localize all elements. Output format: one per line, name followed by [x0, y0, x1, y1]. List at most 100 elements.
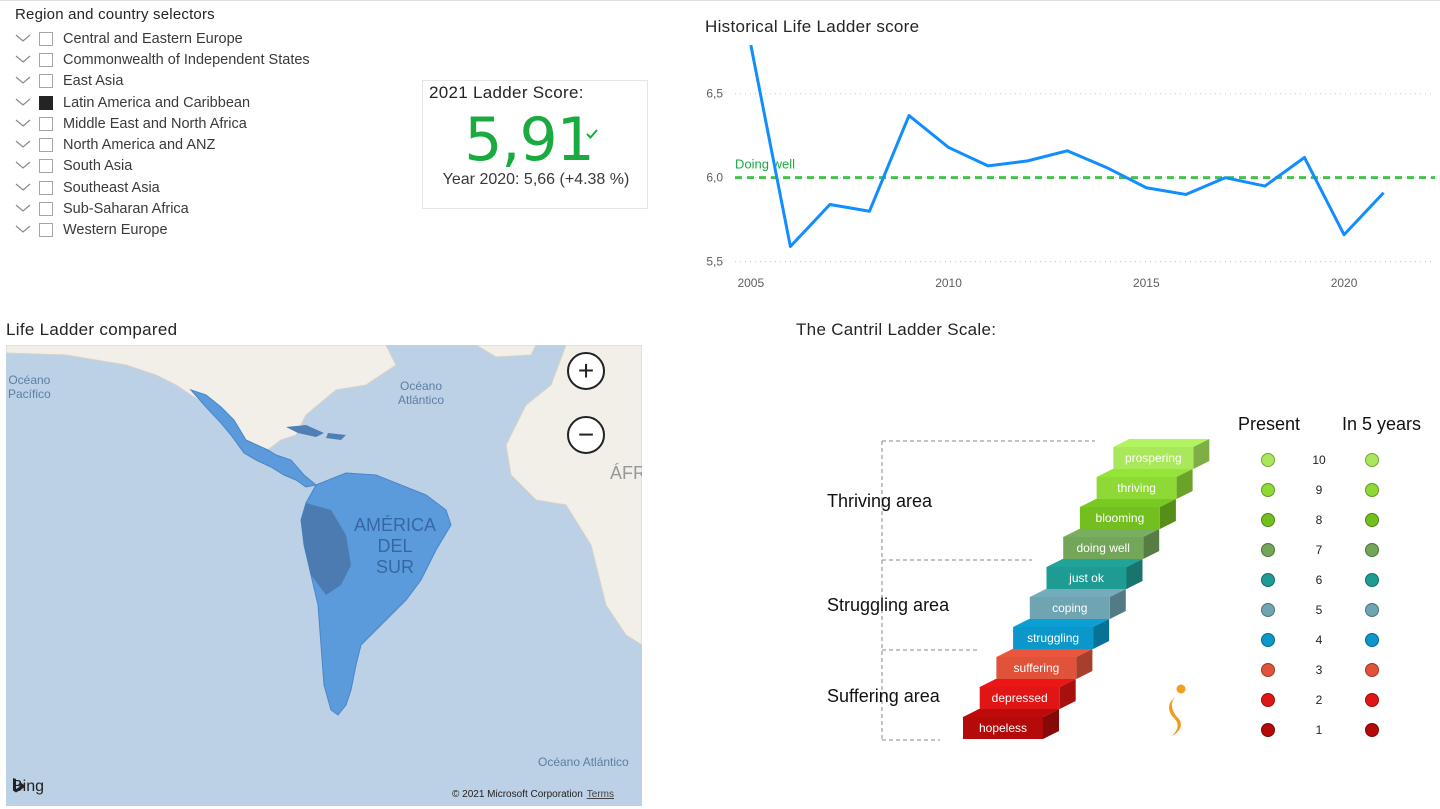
- map-title: Life Ladder compared: [6, 320, 178, 339]
- checkbox[interactable]: [39, 223, 53, 238]
- checkbox[interactable]: [39, 159, 53, 174]
- step-label: prospering: [1125, 451, 1182, 465]
- map-copyright: © 2021 Microsoft Corporation Terms: [452, 789, 614, 800]
- slicer-item[interactable]: East Asia: [15, 71, 335, 92]
- step-top: [1029, 589, 1126, 597]
- ladder-step: blooming: [1079, 499, 1176, 529]
- northern-land: [475, 345, 537, 358]
- caribbean-islands: [286, 425, 324, 437]
- step-number: 10: [1312, 453, 1326, 467]
- present-dot: [1261, 663, 1275, 677]
- checkbox[interactable]: [39, 95, 53, 110]
- step-side: [1126, 559, 1143, 589]
- zoom-out-button[interactable]: −: [567, 416, 605, 454]
- slicer-item[interactable]: Latin America and Caribbean: [15, 92, 335, 113]
- chevron-down-icon[interactable]: [15, 181, 33, 195]
- chevron-down-icon[interactable]: [15, 202, 33, 216]
- checkbox[interactable]: [39, 116, 53, 131]
- step-number: 2: [1316, 693, 1323, 707]
- checkbox[interactable]: [39, 31, 53, 46]
- zoom-in-button[interactable]: +: [567, 352, 605, 390]
- slicer-item[interactable]: Central and Eastern Europe: [15, 28, 335, 49]
- chevron-down-icon[interactable]: [15, 159, 33, 173]
- step-front: [1113, 447, 1194, 469]
- checkbox[interactable]: [39, 202, 53, 217]
- step-top: [1079, 499, 1176, 507]
- checkbox[interactable]: [39, 138, 53, 153]
- africa-land: [505, 345, 642, 646]
- step-front: [979, 687, 1060, 709]
- chevron-down-icon[interactable]: [15, 32, 33, 46]
- step-side: [1159, 499, 1176, 529]
- chevron-down-icon[interactable]: [15, 223, 33, 237]
- checkbox[interactable]: [39, 52, 53, 67]
- step-number: 4: [1316, 633, 1323, 647]
- step-front: [1096, 477, 1177, 499]
- ladder-step: thriving: [1096, 469, 1193, 499]
- area-label: Struggling area: [827, 595, 950, 615]
- future-dot: [1365, 543, 1379, 557]
- present-dot: [1261, 453, 1275, 467]
- ladder-step: prospering: [1113, 439, 1210, 469]
- map[interactable]: Océano Pacífico Océano Atlántico Océano At…: [6, 345, 642, 806]
- terms-link[interactable]: Terms: [586, 789, 614, 800]
- chevron-down-icon[interactable]: [15, 117, 33, 131]
- mexico-central-america: [189, 388, 318, 488]
- area-label: Thriving area: [827, 491, 933, 511]
- future-dot: [1365, 633, 1379, 647]
- checkbox[interactable]: [39, 180, 53, 195]
- slicer-item-label: Central and Eastern Europe: [63, 30, 243, 47]
- cantril-title: The Cantril Ladder Scale:: [796, 320, 997, 339]
- ladder-step: doing well: [1063, 529, 1160, 559]
- slicer-item-label: Sub-Saharan Africa: [63, 201, 189, 218]
- region-slicer: Region and country selectors Central and…: [15, 6, 335, 241]
- slicer-item-label: East Asia: [63, 73, 124, 90]
- step-front: [996, 657, 1077, 679]
- caribbean-islands-2: [326, 433, 346, 440]
- step-side: [1176, 469, 1193, 499]
- slicer-item-label: South Asia: [63, 158, 133, 175]
- slicer-item-label: Commonwealth of Independent States: [63, 51, 310, 68]
- step-side: [1193, 439, 1210, 469]
- slicer-item[interactable]: Middle East and North Africa: [15, 113, 335, 134]
- check-icon: [585, 127, 599, 145]
- slicer-item[interactable]: Commonwealth of Independent States: [15, 49, 335, 70]
- step-top: [996, 649, 1093, 657]
- step-top: [979, 679, 1076, 687]
- present-dot: [1261, 603, 1275, 617]
- chevron-down-icon[interactable]: [15, 96, 33, 110]
- step-number: 8: [1316, 513, 1323, 527]
- andean-countries: [301, 503, 351, 595]
- step-label: blooming: [1096, 511, 1145, 525]
- step-front: [1029, 597, 1110, 619]
- step-front: [1063, 537, 1144, 559]
- step-label: depressed: [992, 691, 1048, 705]
- chevron-down-icon[interactable]: [15, 138, 33, 152]
- chevron-down-icon[interactable]: [15, 53, 33, 67]
- checkbox[interactable]: [39, 74, 53, 89]
- area-label: Suffering area: [827, 686, 941, 706]
- slicer-item[interactable]: Western Europe: [15, 220, 335, 241]
- present-dot: [1261, 543, 1275, 557]
- africa-label: ÁFR: [610, 463, 642, 483]
- step-side: [1093, 619, 1110, 649]
- future-dot: [1365, 573, 1379, 587]
- step-number: 3: [1316, 663, 1323, 677]
- slicer-item[interactable]: South Asia: [15, 156, 335, 177]
- step-label: struggling: [1027, 631, 1079, 645]
- step-front: [1079, 507, 1160, 529]
- step-front: [1013, 627, 1094, 649]
- slicer-item[interactable]: Southeast Asia: [15, 177, 335, 198]
- copyright-text: © 2021 Microsoft Corporation: [452, 789, 583, 800]
- slicer-item[interactable]: Sub-Saharan Africa: [15, 198, 335, 219]
- map-canvas: [6, 345, 642, 716]
- slicer-item[interactable]: North America and ANZ: [15, 134, 335, 155]
- kpi-subtitle: Year 2020: 5,66 (+4.38 %): [442, 171, 630, 188]
- ladder-step: coping: [1029, 589, 1126, 619]
- future-dot: [1365, 513, 1379, 527]
- slicer-title: Region and country selectors: [15, 6, 215, 23]
- step-top: [963, 709, 1059, 717]
- chevron-down-icon[interactable]: [15, 74, 33, 88]
- bing-icon: [13, 778, 24, 793]
- step-label: just ok: [1068, 571, 1105, 585]
